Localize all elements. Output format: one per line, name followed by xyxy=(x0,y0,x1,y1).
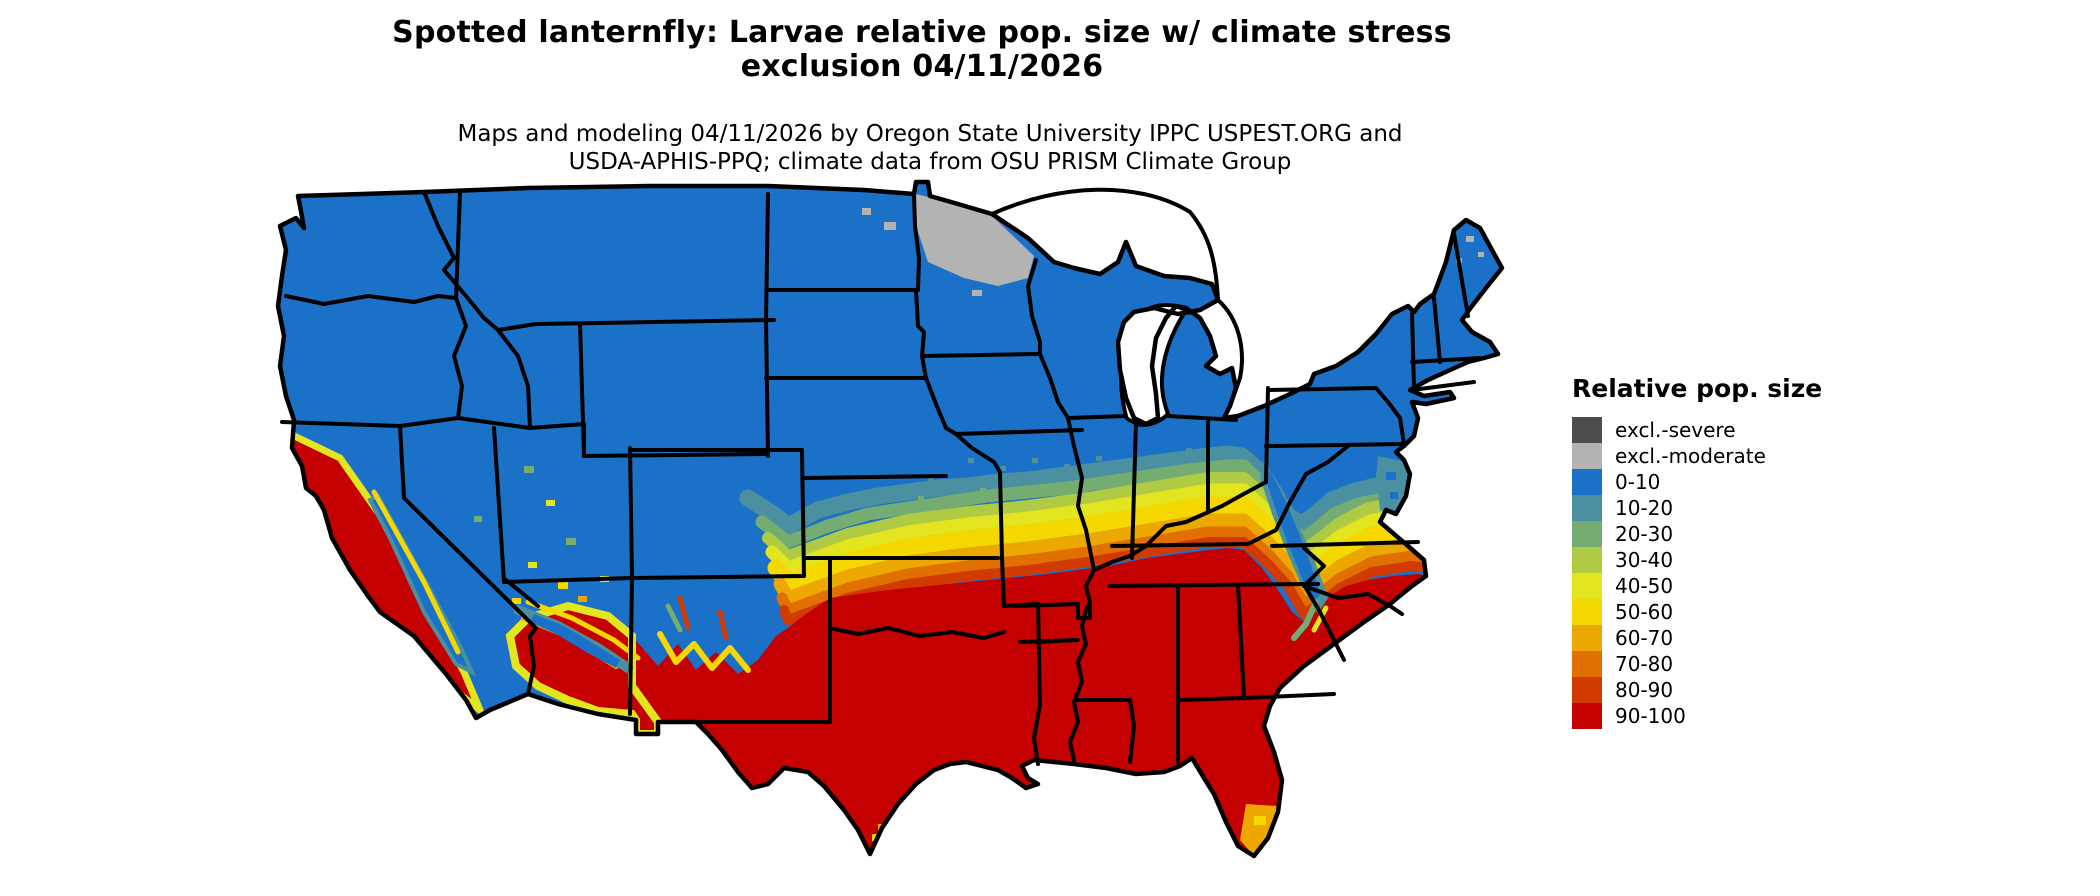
legend-label: excl.-severe xyxy=(1615,418,1736,442)
legend-swatch-excl-moderate xyxy=(1572,443,1602,469)
map-subtitle-line2: USDA-APHIS-PPQ; climate data from OSU PR… xyxy=(568,149,1292,175)
legend-swatch-50-60 xyxy=(1572,599,1602,625)
us-map-svg xyxy=(275,179,1505,859)
legend-row: 10-20 xyxy=(1572,495,1892,521)
legend-swatch-excl-severe xyxy=(1572,417,1602,443)
us-outline xyxy=(275,179,1505,859)
map-title: Spotted lanternfly: Larvae relative pop.… xyxy=(230,16,1614,84)
legend-swatch-10-20 xyxy=(1572,495,1602,521)
border-through-lakes xyxy=(990,187,1244,408)
legend-label: excl.-moderate xyxy=(1615,444,1766,468)
map-subtitle-line1: Maps and modeling 04/11/2026 by Oregon S… xyxy=(457,121,1403,147)
map-title-line2: exclusion 04/11/2026 xyxy=(740,49,1104,84)
legend-swatch-70-80 xyxy=(1572,651,1602,677)
florida-tip-detail xyxy=(1240,804,1278,856)
legend-label: 10-20 xyxy=(1615,496,1674,520)
legend-label: 90-100 xyxy=(1615,704,1686,728)
map-subtitle: Maps and modeling 04/11/2026 by Oregon S… xyxy=(230,120,1630,176)
legend-row: 90-100 xyxy=(1572,703,1892,729)
delmarva-coastal-teal xyxy=(1376,456,1408,518)
legend-label: 30-40 xyxy=(1615,548,1674,572)
legend-title: Relative pop. size xyxy=(1572,374,1823,403)
legend-row: 40-50 xyxy=(1572,573,1892,599)
map-title-line1: Spotted lanternfly: Larvae relative pop.… xyxy=(392,15,1452,50)
legend-row: excl.-severe xyxy=(1572,417,1892,443)
legend-row: 60-70 xyxy=(1572,625,1892,651)
legend-row: 20-30 xyxy=(1572,521,1892,547)
map-raster-layers xyxy=(278,182,1502,856)
legend-label: 70-80 xyxy=(1615,652,1674,676)
legend-row: excl.-moderate xyxy=(1572,443,1892,469)
legend-swatch-40-50 xyxy=(1572,573,1602,599)
legend-swatch-0-10 xyxy=(1572,469,1602,495)
transition-bands xyxy=(739,445,1477,625)
legend-row: 50-60 xyxy=(1572,599,1892,625)
legend-row: 80-90 xyxy=(1572,677,1892,703)
legend-swatch-20-30 xyxy=(1572,521,1602,547)
us-choropleth-map xyxy=(228,166,1572,892)
legend-label: 40-50 xyxy=(1615,574,1674,598)
arizona-red-region xyxy=(505,599,662,738)
legend-row: 70-80 xyxy=(1572,651,1892,677)
legend-swatch-80-90 xyxy=(1572,677,1602,703)
state-borders xyxy=(280,190,1482,766)
legend-swatch-60-70 xyxy=(1572,625,1602,651)
new-mexico-mountains xyxy=(657,595,751,673)
exclusion-moderate-region xyxy=(862,194,1484,296)
legend-label: 60-70 xyxy=(1615,626,1674,650)
legend-swatch-90-100 xyxy=(1572,703,1602,729)
legend-row: 30-40 xyxy=(1572,547,1892,573)
speckle-dots xyxy=(888,448,1192,501)
legend-label: 80-90 xyxy=(1615,678,1674,702)
legend-row: 0-10 xyxy=(1572,469,1892,495)
appalachian-wedge xyxy=(1260,460,1329,641)
map-legend: Relative pop. size excl.-severe excl.-mo… xyxy=(1572,374,1892,729)
legend-label: 50-60 xyxy=(1615,600,1674,624)
legend-label: 20-30 xyxy=(1615,522,1674,546)
legend-swatch-30-40 xyxy=(1572,547,1602,573)
legend-label: 0-10 xyxy=(1615,470,1661,494)
